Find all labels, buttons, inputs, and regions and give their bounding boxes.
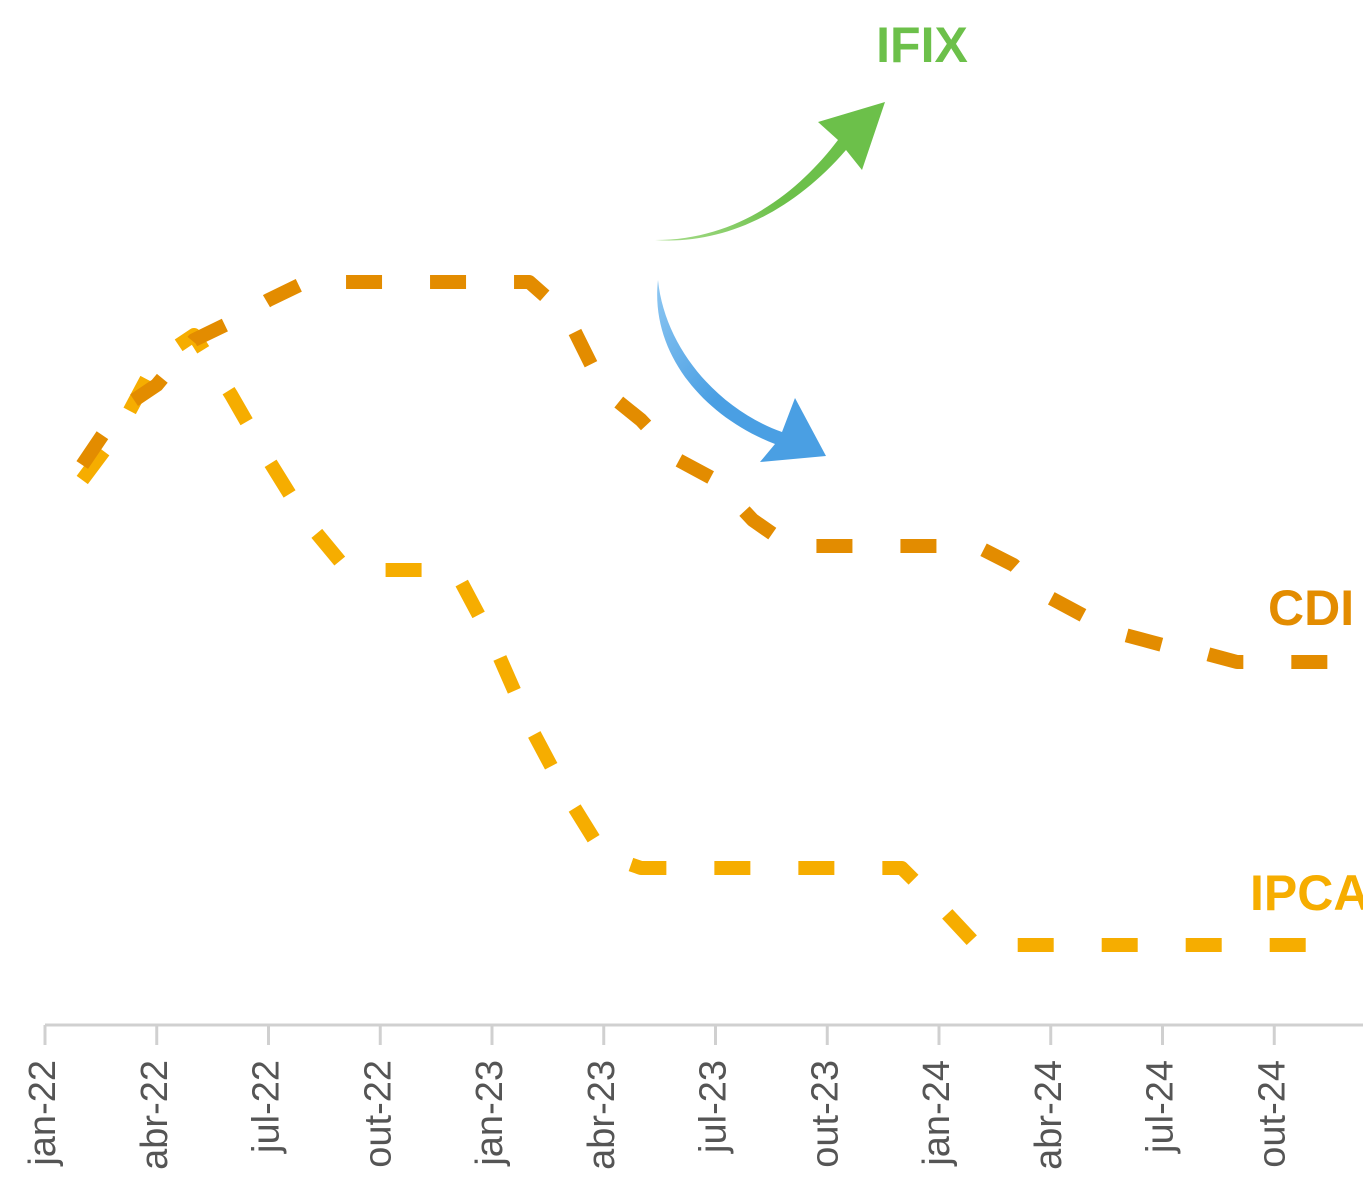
x-tick-label: jul-24 [1140, 1060, 1182, 1154]
x-tick-label: jan-24 [916, 1060, 958, 1167]
x-tick-label: abr-23 [581, 1060, 623, 1170]
x-tick-label: out-22 [357, 1060, 399, 1168]
ipca-label: IPCA [1250, 865, 1363, 921]
x-tick-label: jul-22 [246, 1060, 288, 1154]
x-tick-label: jan-23 [469, 1060, 511, 1167]
line-series [76, 328, 1349, 952]
x-tick-label: abr-22 [134, 1060, 176, 1170]
cdi-label: CDI [1268, 580, 1354, 636]
x-tick-label: abr-24 [1028, 1060, 1070, 1170]
ifix-label: IFIX [876, 17, 968, 73]
x-tick-label: jul-23 [693, 1060, 735, 1154]
up-arrow [655, 102, 885, 241]
x-tick-label: out-24 [1251, 1060, 1293, 1168]
down-arrow [657, 280, 826, 462]
line-series [76, 275, 1349, 669]
x-tick-label: out-23 [804, 1060, 846, 1168]
x-tick-label: jan-22 [22, 1060, 64, 1167]
